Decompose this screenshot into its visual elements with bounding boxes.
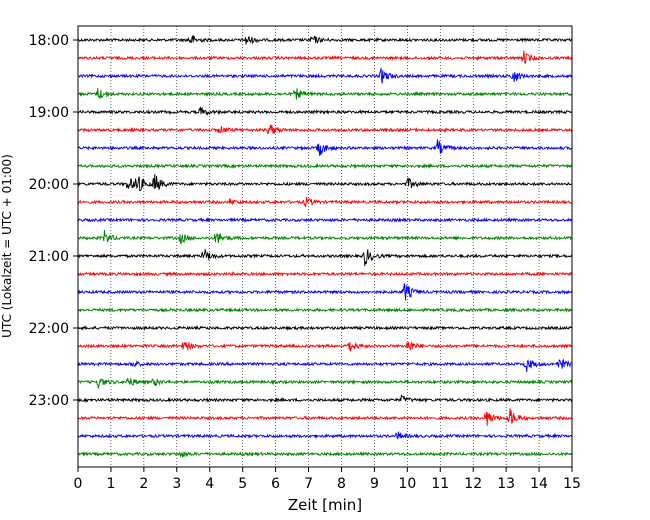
x-tick-label: 10 [398, 476, 416, 492]
trace-1815 [77, 50, 573, 65]
trace-2100 [77, 248, 573, 266]
x-tick-label: 15 [563, 476, 581, 492]
x-tick-label: 4 [205, 476, 214, 492]
trace-2315 [77, 408, 573, 426]
trace-2130 [77, 283, 573, 301]
y-axis-ticks: 18:00 19:00 20:00 21:00 22:00 23:00 [29, 33, 78, 409]
x-tick-label: 6 [271, 476, 280, 492]
x-tick-label: 2 [139, 476, 148, 492]
x-tick-label: 1 [106, 476, 115, 492]
x-tick-label: 0 [74, 476, 83, 492]
x-tick-label: 12 [464, 476, 482, 492]
trace-2015 [77, 196, 572, 208]
x-tick-label: 14 [530, 476, 548, 492]
y-tick-label: 20:00 [29, 177, 69, 193]
trace-2030 [77, 217, 573, 223]
x-axis-label: Zeit [min] [288, 496, 362, 514]
trace-2045 [78, 230, 572, 245]
trace-2230 [77, 358, 572, 373]
x-tick-label: 5 [238, 476, 247, 492]
y-tick-label: 22:00 [29, 321, 69, 337]
x-tick-label: 11 [431, 476, 449, 492]
x-tick-label: 9 [370, 476, 379, 492]
trace-2115 [77, 271, 573, 278]
trace-1945 [77, 163, 573, 169]
trace-1830 [77, 67, 573, 84]
trace-2345 [77, 451, 572, 459]
plot-frame [77, 25, 573, 468]
trace-2215 [77, 341, 573, 352]
trace-2000 [77, 174, 572, 192]
y-axis-label: UTC (Lokalzeit = UTC + 01:00) [0, 154, 14, 338]
trace-1900 [77, 106, 573, 116]
trace-group [77, 34, 573, 459]
trace-1800 [77, 34, 573, 45]
trace-2245 [77, 377, 573, 389]
trace-2300 [77, 394, 573, 403]
x-tick-label: 7 [304, 476, 313, 492]
trace-1930 [77, 139, 572, 157]
y-tick-label: 18:00 [29, 33, 69, 49]
trace-2330 [77, 431, 573, 440]
x-tick-label: 8 [337, 476, 346, 492]
trace-2145 [77, 307, 573, 314]
y-tick-label: 19:00 [29, 105, 69, 121]
x-axis-ticks: 0 1 2 3 4 5 6 7 8 9 10 11 12 13 14 15 [74, 467, 581, 492]
x-tick-label: 13 [497, 476, 515, 492]
trace-1915 [77, 124, 573, 135]
y-tick-label: 21:00 [29, 249, 69, 265]
y-tick-label: 23:00 [29, 393, 69, 409]
trace-2200 [77, 324, 573, 332]
x-tick-label: 3 [172, 476, 181, 492]
trace-1845 [77, 88, 573, 100]
